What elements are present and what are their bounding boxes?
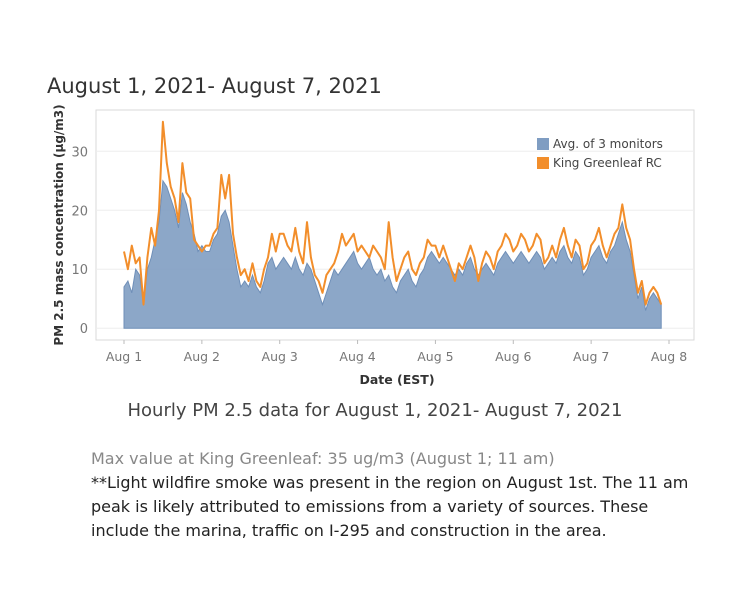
y-tick-label: 10 [71, 263, 88, 278]
y-axis-title: PM 2.5 mass concentration (µg/m3) [52, 104, 66, 345]
y-tick-label: 20 [71, 204, 88, 219]
legend-swatch [537, 157, 549, 169]
max-value-note: Max value at King Greenleaf: 35 ug/m3 (A… [91, 449, 555, 468]
notes-block: Max value at King Greenleaf: 35 ug/m3 (A… [91, 447, 711, 543]
series-line-king-greenleaf [123, 120, 663, 306]
legend-label: King Greenleaf RC [553, 156, 662, 170]
y-tick-label: 30 [71, 145, 88, 160]
wildfire-note: **Light wildfire smoke was present in th… [91, 473, 689, 540]
x-tick-label: Aug 4 [339, 349, 375, 364]
legend-swatch [537, 138, 549, 150]
pm25-chart: 0 10 20 30 Aug 1 Aug 2 Aug 3 Aug 4 Aug 5 Aug 6 Aug… [52, 104, 695, 387]
chart-title: August 1, 2021- August 7, 2021 [47, 74, 382, 98]
x-tick-label: Aug 1 [106, 349, 142, 364]
legend-label: Avg. of 3 monitors [553, 137, 663, 151]
chart-caption: Hourly PM 2.5 data for August 1, 2021- A… [127, 400, 623, 421]
x-tick-label: Aug 3 [262, 349, 298, 364]
series-area-avg [123, 179, 662, 329]
x-tick-label: Aug 5 [417, 349, 453, 364]
x-tick-label: Aug 8 [651, 349, 687, 364]
x-tick-label: Aug 2 [184, 349, 220, 364]
series-layer [123, 120, 663, 329]
x-tick-label: Aug 6 [495, 349, 531, 364]
plot-frame [95, 109, 695, 341]
axis-layer: 0 10 20 30 Aug 1 Aug 2 Aug 3 Aug 4 Aug 5 Aug 6 Aug… [52, 104, 687, 387]
y-tick-label: 0 [80, 322, 88, 337]
legend: Avg. of 3 monitors King Greenleaf RC [537, 137, 663, 170]
x-axis-title: Date (EST) [359, 372, 434, 387]
x-tick-label: Aug 7 [573, 349, 609, 364]
